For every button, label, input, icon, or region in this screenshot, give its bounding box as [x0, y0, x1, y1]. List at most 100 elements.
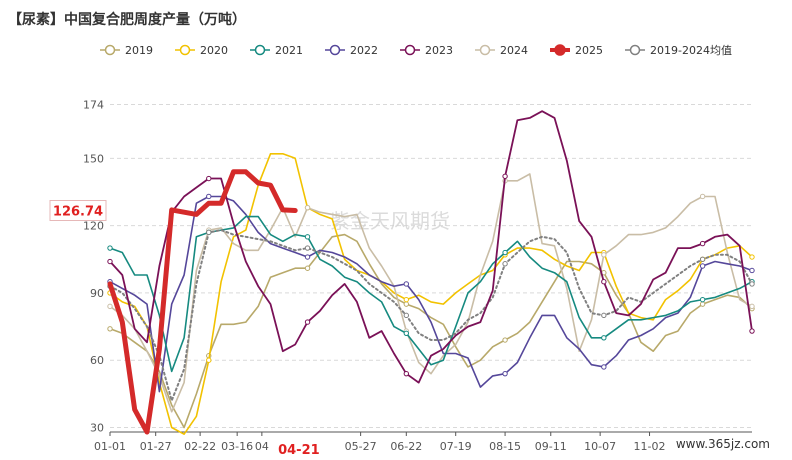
legend-item-2023[interactable]: 2023 [400, 44, 453, 57]
legend-item-2019[interactable]: 2019 [100, 44, 153, 57]
data-point [403, 296, 410, 303]
y-tick-label: 30 [90, 422, 104, 435]
x-tick-label: 08-15 [489, 440, 521, 453]
series-2020 [107, 153, 755, 436]
callout-box [49, 200, 107, 222]
x-axis: 01-01 01-27 02-22 03-16 04 05-27 06-22 07-19 08-… [94, 431, 752, 458]
legend-label: 2024 [500, 44, 528, 57]
x-tick-label: 11-02 [634, 440, 666, 453]
data-point [749, 303, 755, 310]
data-point [107, 245, 113, 251]
legend-label: 2019 [125, 44, 153, 57]
data-point [749, 328, 755, 334]
series-2019 [107, 233, 755, 429]
legend-swatch-marker [629, 44, 641, 56]
data-point [601, 252, 607, 258]
data-point [502, 249, 508, 256]
data-point [206, 357, 212, 363]
data-point [601, 279, 607, 285]
data-point [601, 312, 607, 319]
legend-label: 2022 [350, 44, 378, 57]
value-callout: 126.74 [49, 200, 107, 222]
series-2019-2024均值 [107, 229, 755, 402]
data-point [502, 261, 508, 267]
series-2025 [107, 169, 298, 435]
legend-label: 2020 [200, 44, 228, 57]
data-point [304, 234, 311, 240]
series-line [109, 229, 753, 402]
data-point [699, 240, 706, 247]
legend-item-2025[interactable]: 2025 [550, 44, 603, 57]
data-point [601, 335, 607, 341]
data-point [502, 370, 508, 377]
legend-label: 2023 [425, 44, 453, 57]
data-point [699, 193, 706, 200]
legend-item-2022[interactable]: 2022 [325, 44, 378, 57]
series-line [107, 169, 298, 435]
series-line [109, 173, 753, 413]
site-watermark: www.365jz.com [676, 437, 770, 451]
series-line [109, 233, 753, 429]
data-point [107, 258, 113, 265]
data-point [107, 326, 113, 332]
x-tick-label: 04 [255, 440, 269, 453]
data-point [304, 265, 311, 271]
legend-swatch-marker [479, 44, 491, 56]
legend-swatch-marker [254, 44, 266, 56]
legend-item-2020[interactable]: 2020 [175, 44, 228, 57]
data-point [304, 245, 311, 251]
data-point [206, 193, 212, 200]
data-point [304, 319, 311, 325]
data-point [749, 267, 755, 274]
series-line [109, 195, 753, 393]
x-tick-label: 10-07 [584, 440, 616, 453]
series-2023 [107, 110, 755, 384]
data-point [403, 281, 410, 287]
data-point [749, 281, 755, 287]
legend-swatch-marker [404, 44, 416, 56]
legend-item-2024[interactable]: 2024 [475, 44, 528, 57]
data-point [699, 296, 706, 303]
series-layer [107, 110, 755, 436]
y-tick-label: 174 [83, 98, 104, 111]
series-2022 [107, 193, 755, 393]
data-point [699, 263, 706, 269]
x-tick-label: 05-27 [345, 440, 377, 453]
data-point [699, 256, 706, 262]
data-point [107, 303, 113, 310]
data-point [601, 364, 607, 370]
legend-label: 2025 [575, 44, 603, 57]
data-point [403, 370, 410, 377]
data-point [403, 312, 410, 319]
data-point [304, 204, 311, 211]
y-tick-label: 120 [83, 220, 104, 233]
legend-item-2021[interactable]: 2021 [250, 44, 303, 57]
legend-swatch-marker [104, 44, 116, 56]
y-axis: 30 60 90 120 150 174 [83, 98, 104, 434]
data-point [206, 175, 212, 182]
chart-title: 【尿素】中国复合肥周度产量（万吨） [8, 11, 246, 28]
legend-swatch-marker [554, 44, 566, 56]
callout-value: 126.74 [53, 205, 103, 220]
data-point [403, 301, 410, 307]
data-point [403, 330, 410, 336]
data-point [749, 254, 755, 260]
legend[interactable]: 2019 2020 2021 2022 2023 2024 2025 2019-2024均值 [100, 44, 732, 57]
data-point [206, 229, 212, 236]
x-tick-label: 09-11 [535, 440, 567, 453]
y-tick-label: 90 [90, 287, 104, 300]
watermark: 紫金天风期货 [330, 209, 450, 233]
legend-label: 2019-2024均值 [650, 44, 732, 57]
x-tick-label: 06-22 [390, 440, 422, 453]
legend-label: 2021 [275, 44, 303, 57]
data-point [502, 173, 508, 179]
x-tick-highlight: 04-21 [278, 443, 320, 458]
series-line [109, 110, 753, 384]
x-tick-label: 01-27 [140, 440, 172, 453]
series-2021 [107, 215, 755, 373]
y-tick-label: 60 [90, 354, 104, 367]
y-tick-label: 150 [83, 152, 104, 165]
legend-item-2019-2024均值[interactable]: 2019-2024均值 [625, 44, 732, 57]
